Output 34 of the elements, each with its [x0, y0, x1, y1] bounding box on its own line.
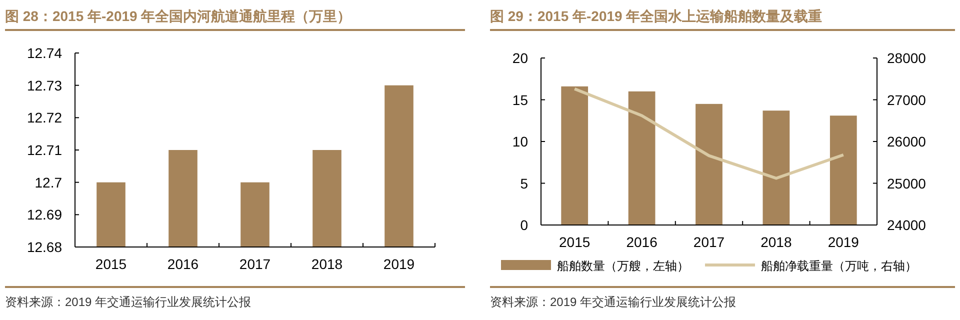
- x-tick-label: 2017: [239, 256, 271, 272]
- y-tick-label: 15: [512, 92, 528, 108]
- y2-tick-label: 27000: [887, 92, 926, 108]
- legend-label: 船舶数量（万艘，左轴）: [557, 259, 689, 273]
- x-tick-label: 2015: [559, 234, 590, 250]
- x-tick-label: 2018: [311, 256, 343, 272]
- y-tick-label: 10: [512, 134, 528, 150]
- y-tick-label: 12.72: [26, 110, 62, 126]
- line-series: [573, 87, 845, 180]
- y-tick-label: 12.73: [26, 77, 62, 94]
- x-tick-label: 2017: [693, 234, 725, 250]
- y-tick-label: 12.7: [34, 174, 62, 190]
- y-tick-label: 0: [520, 217, 528, 233]
- x-tick-label: 2019: [383, 256, 415, 272]
- x-tick-label: 2016: [167, 256, 199, 272]
- text: 资料来源：2019 年交通运输行业发展统计公报: [490, 295, 736, 309]
- chart-title: 图 29：2015 年-2019 年全国水上运输船舶数量及载重: [490, 8, 822, 24]
- y2-tick-label: 26000: [887, 134, 926, 150]
- x-tick-label: 2015: [95, 256, 127, 272]
- y-tick-label: 12.68: [26, 239, 62, 255]
- y-tick-label: 5: [520, 175, 528, 192]
- x-tick-label: 2016: [626, 234, 658, 250]
- y2-tick-label: 25000: [887, 175, 926, 192]
- y-tick-label: 12.74: [26, 45, 62, 61]
- chart-title: 图 28：2015 年-2019 年全国内河航道通航里程（万里）: [5, 8, 352, 24]
- x-tick-label: 2018: [760, 234, 792, 250]
- legend-label: 船舶净载重量（万吨，右轴）: [761, 259, 917, 273]
- text: 资料来源：2019 年交通运输行业发展统计公报: [5, 295, 252, 309]
- y2-tick-label: 24000: [887, 217, 926, 233]
- y-tick-label: 12.71: [26, 142, 62, 158]
- y-tick-label: 12.69: [26, 206, 62, 223]
- x-tick-label: 2019: [828, 234, 860, 250]
- y2-tick-label: 28000: [887, 50, 926, 66]
- y-tick-label: 20: [512, 50, 528, 66]
